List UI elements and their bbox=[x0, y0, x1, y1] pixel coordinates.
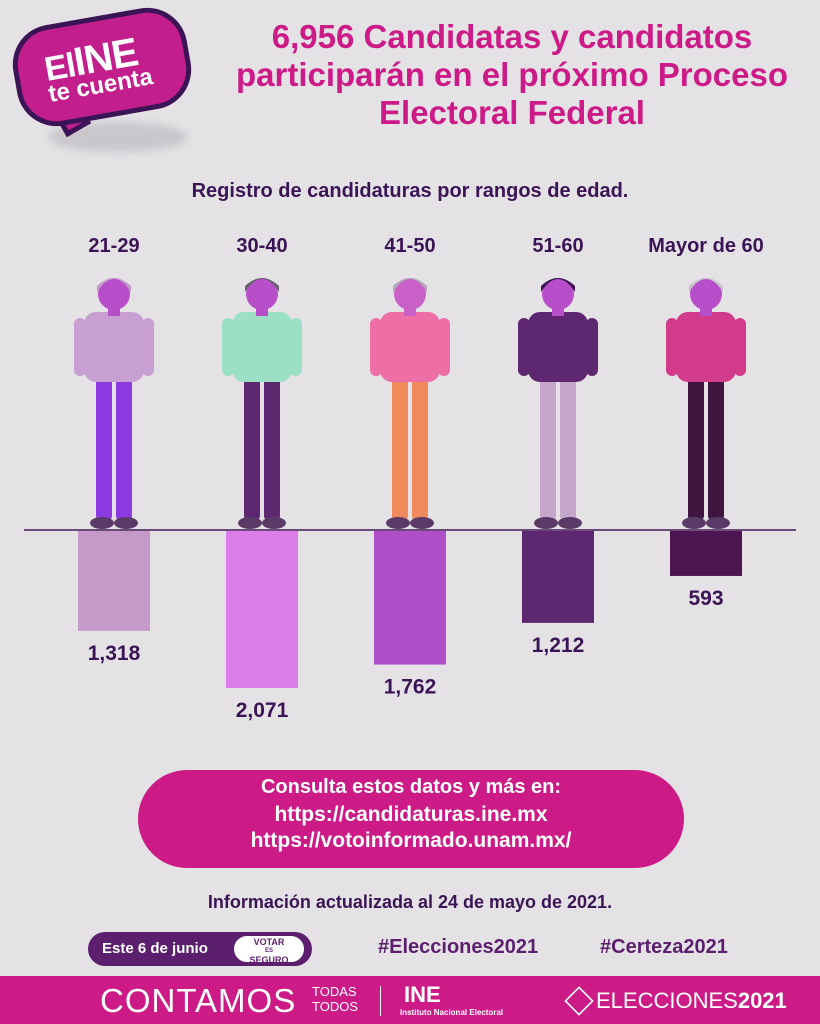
value-label: 2,071 bbox=[236, 699, 289, 722]
es-text: ES bbox=[264, 948, 273, 954]
age-range-bar-chart: 21-29 1,318 30-40 2,071 41-50 1,762 51-60 1,212… bbox=[24, 235, 796, 722]
category-label: 51-60 bbox=[532, 235, 583, 257]
ine-logo: INE bbox=[404, 982, 441, 1007]
chart-title: Registro de candidaturas por rangos de e… bbox=[191, 180, 629, 202]
contamos-text: CONTAMOS bbox=[100, 982, 297, 1019]
person-figure bbox=[222, 278, 302, 529]
info-heading: Consulta estos datos y más en: bbox=[260, 776, 562, 798]
category-label: 21-29 bbox=[88, 235, 139, 257]
bar bbox=[374, 531, 446, 665]
candidaturas-link[interactable]: https://candidaturas.ine.mx bbox=[274, 803, 548, 826]
seguro-text: SEGURO bbox=[249, 955, 289, 965]
footer-bar: CONTAMOS TODAS TODOS INE Instituto Nacio… bbox=[0, 976, 820, 1024]
category-label: 30-40 bbox=[236, 235, 287, 257]
value-label: 593 bbox=[688, 587, 723, 610]
votar-text: VOTAR bbox=[253, 937, 285, 947]
todos-text: TODOS bbox=[312, 999, 358, 1014]
person-figure bbox=[666, 278, 746, 529]
election-date-text: Este 6 de junio bbox=[102, 940, 208, 957]
value-label: 1,318 bbox=[88, 642, 141, 665]
bar bbox=[78, 531, 150, 631]
person-figure bbox=[74, 278, 154, 529]
ine-subtitle: Instituto Nacional Electoral bbox=[400, 1008, 504, 1017]
category-label: 41-50 bbox=[384, 235, 435, 257]
page-title: 6,956 Candidatas y candidatos participar… bbox=[235, 18, 788, 131]
update-note: Información actualizada al 24 de mayo de… bbox=[207, 892, 613, 912]
figures-layer bbox=[74, 278, 746, 529]
elecciones-icon bbox=[564, 986, 594, 1016]
footer-divider bbox=[380, 986, 381, 1016]
bar bbox=[226, 531, 298, 688]
votar-es-seguro-logo: VOTAR ES SEGURO bbox=[232, 934, 306, 965]
hashtag-elecciones[interactable]: #Elecciones2021 bbox=[378, 936, 539, 958]
todas-text: TODAS bbox=[312, 984, 357, 999]
bar bbox=[670, 531, 742, 576]
category-label: Mayor de 60 bbox=[648, 235, 764, 257]
value-label: 1,762 bbox=[384, 676, 437, 699]
info-pill: Consulta estos datos y más en: https://c… bbox=[138, 770, 684, 868]
person-figure bbox=[370, 278, 450, 529]
bar bbox=[522, 531, 594, 623]
election-date-pill: Este 6 de junio VOTAR ES SEGURO bbox=[88, 932, 312, 966]
elecciones-word: ELECCIONES bbox=[596, 988, 738, 1013]
elecciones-year: 2021 bbox=[737, 988, 787, 1013]
value-label: 1,212 bbox=[532, 634, 585, 657]
person-figure bbox=[518, 278, 598, 529]
todas-todos-text: TODAS TODOS bbox=[312, 984, 358, 1014]
hashtag-certeza[interactable]: #Certeza2021 bbox=[600, 936, 728, 958]
votoinformado-link[interactable]: https://votoinformado.unam.mx/ bbox=[250, 829, 572, 852]
elecciones-2021-logo: ELECCIONES2021 bbox=[596, 988, 787, 1014]
bars-layer: 21-29 1,318 30-40 2,071 41-50 1,762 51-60 1,212… bbox=[78, 235, 764, 722]
